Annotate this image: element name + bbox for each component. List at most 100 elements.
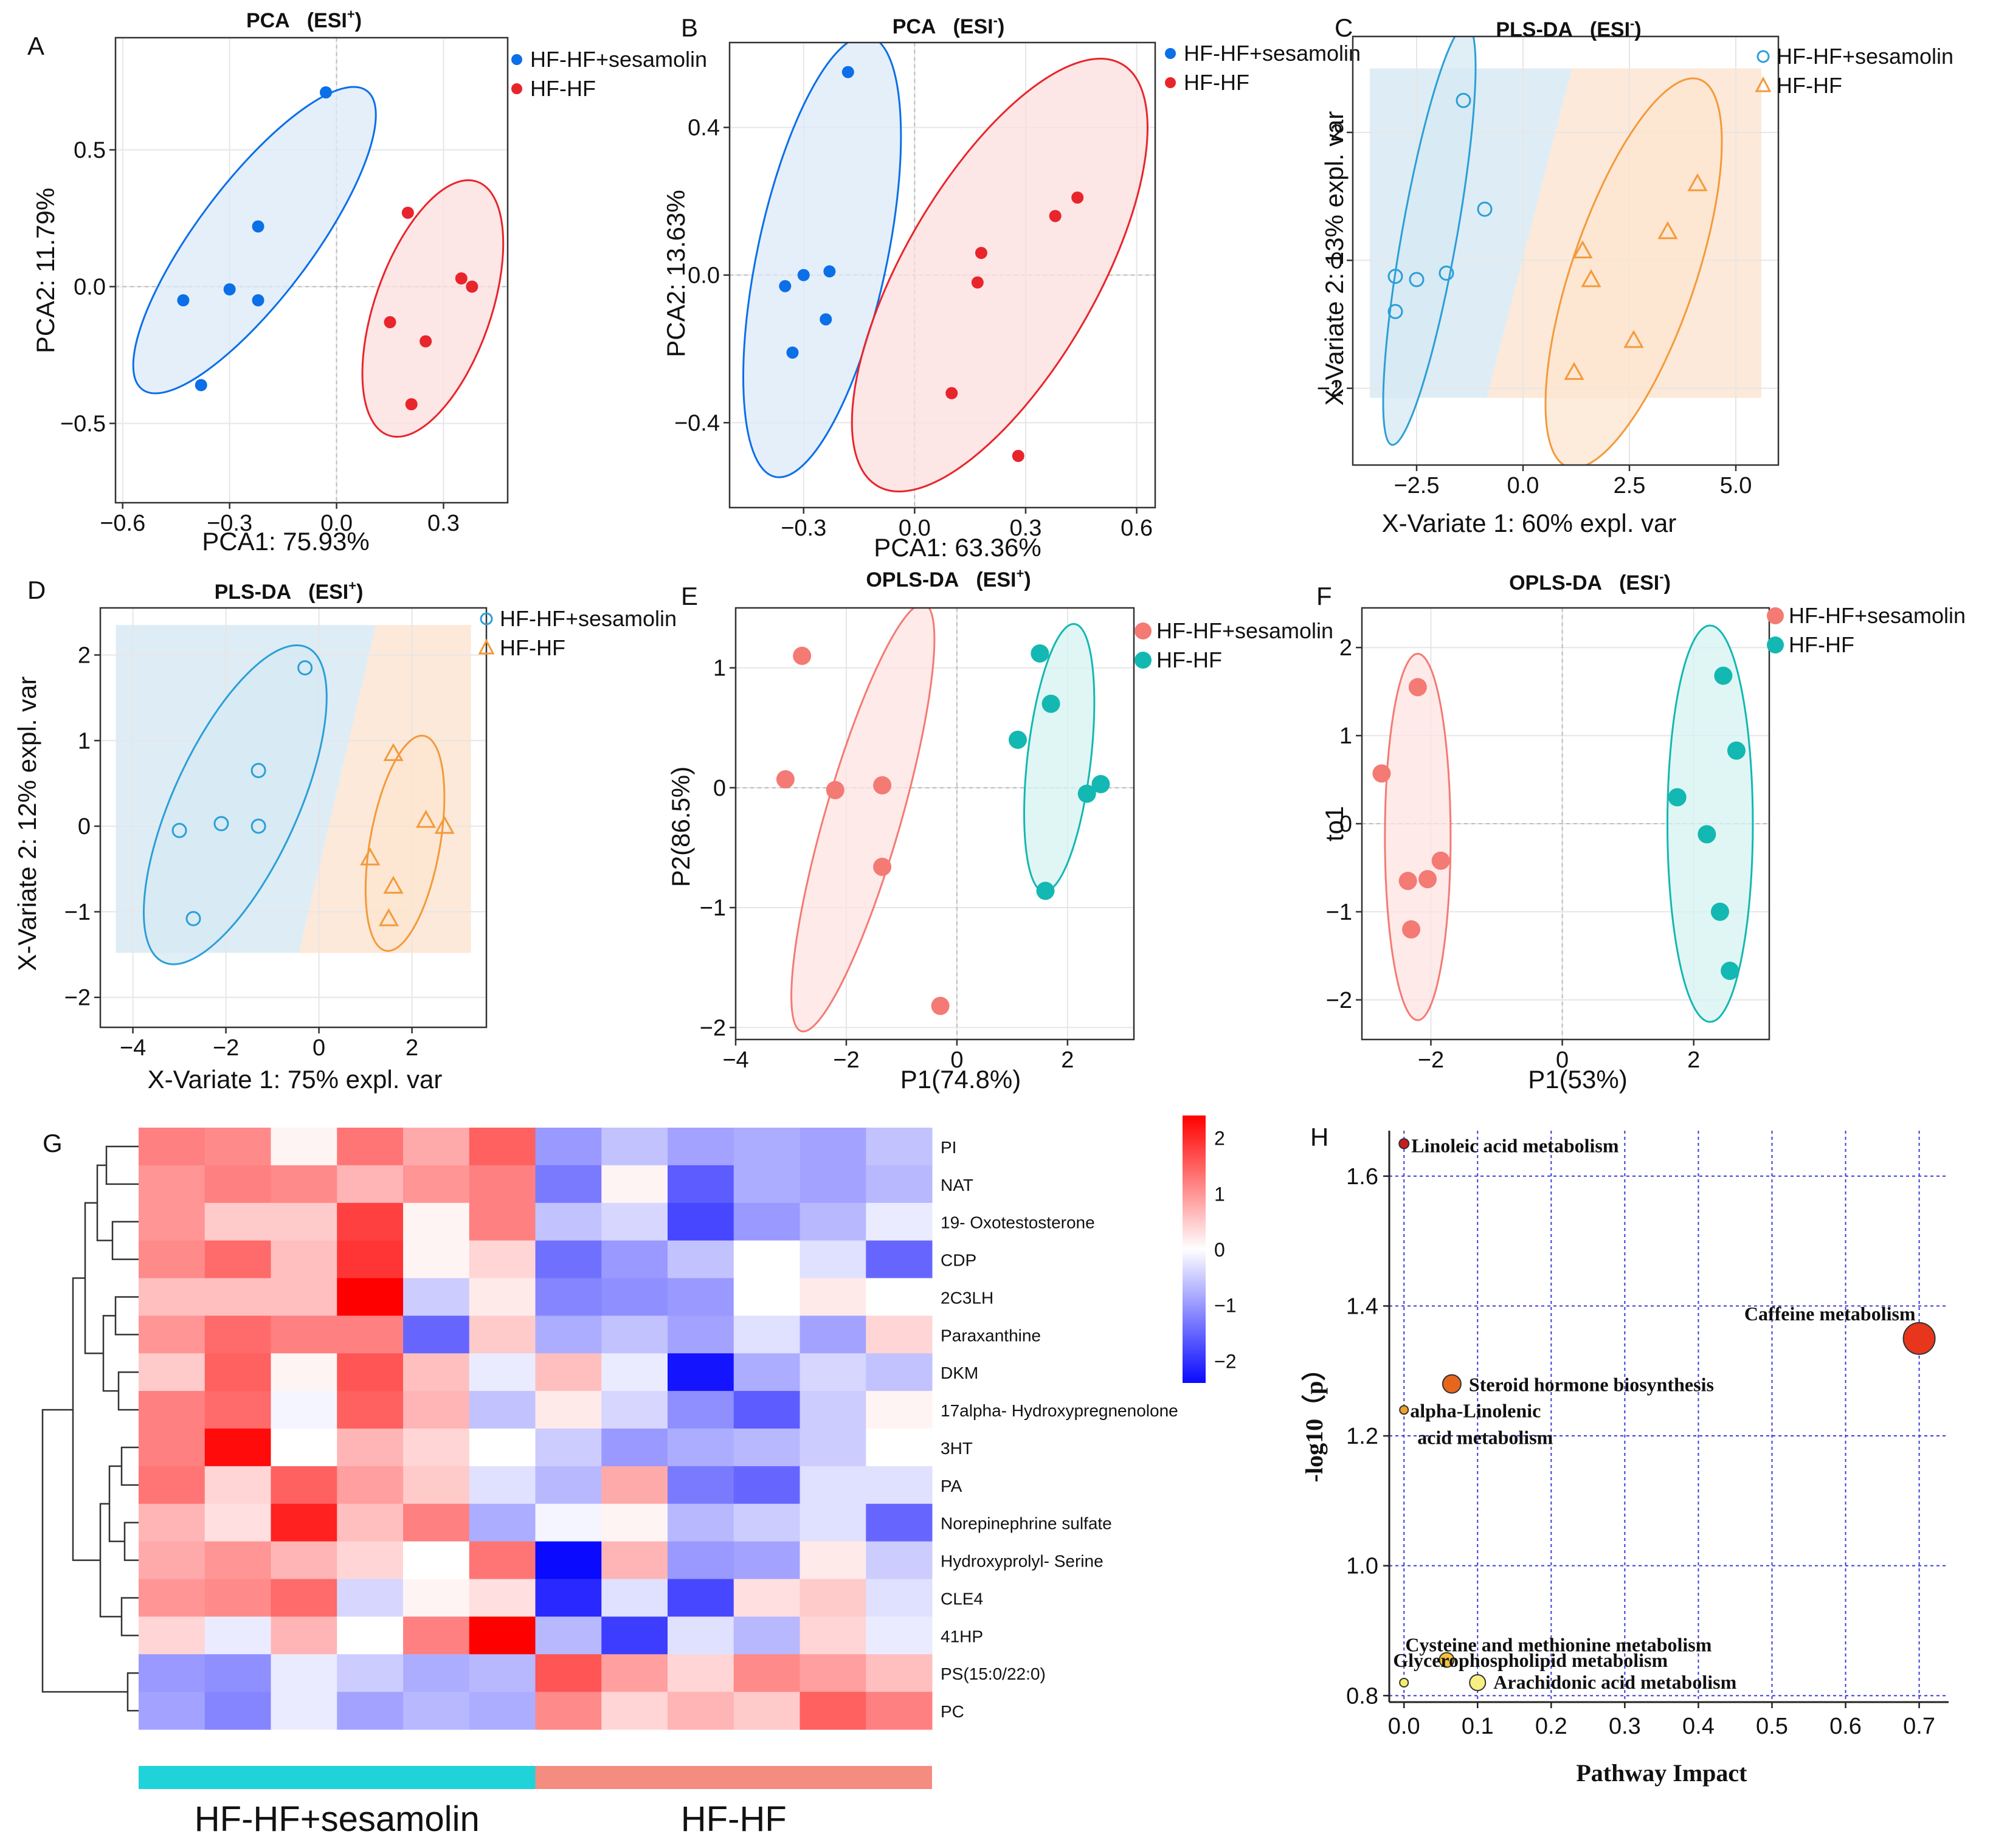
data-point — [1071, 191, 1084, 204]
panel-label: H — [1310, 1123, 1328, 1151]
x-axis-label: PCA1: 75.93% — [202, 527, 370, 556]
heatmap-cell — [204, 1278, 271, 1316]
title-main: OPLS-DA — [1509, 571, 1602, 595]
heatmap-cell — [601, 1391, 668, 1429]
x-tick-label: 2 — [1061, 1047, 1074, 1073]
legend-label: HF-HF — [1777, 73, 1842, 98]
y-tick-label: −0.5 — [60, 412, 106, 437]
heatmap-cell — [866, 1165, 933, 1204]
title-suffix: (ESI — [1590, 18, 1630, 41]
legend-marker — [478, 638, 495, 655]
plot-area — [736, 608, 1134, 1040]
data-point — [1398, 872, 1417, 891]
y-tick-label: −2 — [1326, 988, 1352, 1013]
heatmap-cell — [204, 1315, 271, 1354]
heatmap-row-label: Hydroxyprolyl- Serine — [941, 1552, 1104, 1571]
heatmap-cell — [733, 1128, 800, 1166]
heatmap-cell — [535, 1503, 602, 1542]
heatmap-cell — [204, 1353, 271, 1391]
data-point — [793, 646, 812, 665]
y-tick-label: −2 — [1317, 376, 1343, 402]
legend-label: HF-HF — [1789, 632, 1854, 657]
data-point — [1439, 265, 1454, 281]
heatmap-cell — [271, 1202, 337, 1241]
y-tick-label: 0.0 — [74, 275, 106, 300]
legend-label: HF-HF+sesamolin — [1156, 618, 1333, 643]
data-point — [971, 276, 984, 289]
heatmap-cell — [668, 1315, 734, 1354]
heatmap-cell — [866, 1202, 933, 1241]
panel-label: F — [1316, 582, 1332, 610]
data-point — [420, 335, 432, 348]
confidence-ellipse — [1667, 624, 1754, 1023]
data-point — [250, 818, 266, 834]
heatmap-cell — [271, 1128, 337, 1166]
legend-label: HF-HF+sesamolin — [530, 47, 707, 72]
panel-D: D −4 −2 0 2 −2 −1 0 1 2 X-Variate 1: 75% expl. var… — [13, 576, 677, 1094]
heatmap-cell — [139, 1165, 206, 1204]
data-point — [820, 313, 832, 326]
heatmap-cell — [800, 1165, 866, 1204]
x-tick-label: 0.0 — [1507, 473, 1539, 498]
colorbar — [1183, 1115, 1206, 1383]
x-tick-label: −2 — [833, 1047, 859, 1073]
pathway-label: Arachidonic acid metabolism — [1493, 1671, 1736, 1693]
heatmap-cell — [535, 1202, 602, 1241]
x-tick-label: 0.3 — [1609, 1714, 1641, 1739]
heatmap-cell — [668, 1240, 734, 1278]
panel-label: G — [43, 1129, 63, 1157]
heatmap-cell — [535, 1391, 602, 1429]
pathway-bubble — [1398, 1138, 1410, 1150]
y-axis-label: PCA2: 11.79% — [31, 188, 60, 353]
heatmap-cell — [800, 1541, 866, 1579]
heatmap-cell — [337, 1541, 404, 1579]
x-tick-label: 2 — [1687, 1047, 1700, 1073]
heatmap-cell — [204, 1128, 271, 1166]
confidence-ellipse — [1382, 36, 1477, 446]
heatmap-cell — [337, 1391, 404, 1429]
heatmap-cell — [139, 1278, 206, 1316]
heatmap-cell — [800, 1466, 866, 1505]
y-tick-label: 0 — [1330, 248, 1343, 274]
heatmap-cell — [800, 1128, 866, 1166]
heatmap-cell — [601, 1466, 668, 1505]
heatmap-cell — [337, 1579, 404, 1617]
heatmap-cell — [403, 1466, 470, 1505]
pathway-label: Linoleic acid metabolism — [1411, 1134, 1619, 1156]
y-tick-label: 1.4 — [1346, 1294, 1378, 1319]
panel-G: G PI NAT 19- Oxotestosterone CDP 2C3LH Paraxan… — [41, 1115, 1236, 1839]
heatmap-cell — [403, 1165, 470, 1204]
heatmap-cell — [535, 1240, 602, 1278]
title-suffix: (ESI — [953, 15, 993, 38]
data-point — [171, 822, 187, 838]
heatmap-cell — [403, 1315, 470, 1354]
data-point — [1041, 694, 1060, 713]
legend-marker — [1165, 77, 1176, 88]
heatmap-cell — [866, 1654, 933, 1692]
heatmap-cell — [139, 1466, 206, 1505]
heatmap-cell — [866, 1541, 933, 1579]
data-point — [383, 875, 404, 894]
title-close: ) — [1024, 568, 1031, 591]
data-point — [297, 660, 313, 676]
heatmap-cell — [800, 1654, 866, 1692]
heatmap-cell — [204, 1202, 271, 1241]
chart-title: PCA (ESI-) — [893, 13, 1005, 38]
data-point — [945, 387, 958, 399]
heatmap-cell — [733, 1240, 800, 1278]
title-suffix: (ESI — [307, 9, 347, 32]
y-tick-label: −2 — [64, 985, 91, 1011]
data-point — [1657, 221, 1678, 240]
y-tick-label: −1 — [64, 900, 91, 925]
heatmap-row-label: NAT — [941, 1176, 973, 1195]
data-point — [786, 346, 799, 359]
heatmap-cell — [668, 1353, 734, 1391]
legend-marker — [480, 612, 493, 626]
heatmap-cell — [271, 1503, 337, 1542]
heatmap-cell — [271, 1165, 337, 1204]
pathway-bubble — [1399, 1677, 1409, 1688]
data-point — [223, 283, 236, 295]
data-point — [1387, 269, 1403, 284]
y-tick-label: 1 — [78, 728, 91, 754]
data-point — [466, 280, 478, 293]
